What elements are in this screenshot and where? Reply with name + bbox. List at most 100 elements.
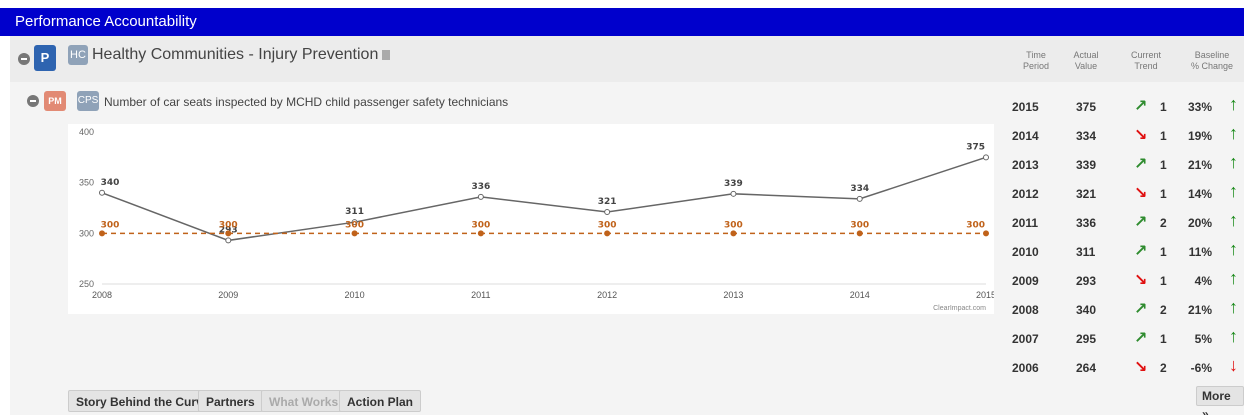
y-tick-label: 350	[79, 178, 94, 188]
target-data-label: 300	[471, 220, 490, 230]
value-cell: 293	[1076, 274, 1097, 288]
arrow-up-icon: ↑	[1229, 326, 1238, 346]
more-button[interactable]: More »	[1196, 386, 1244, 415]
table-row[interactable]: 2014 334 1 19% ↘ ↑	[1002, 121, 1242, 150]
col-header-line: Actual	[1073, 50, 1099, 60]
percent-change-cell: 4%	[1194, 274, 1212, 288]
data-point	[477, 193, 484, 200]
percent-change-cell: 19%	[1187, 129, 1212, 143]
target-data-label: 300	[850, 220, 869, 230]
tab-what-works: What Works	[261, 390, 347, 412]
percent-change-cell: 21%	[1187, 158, 1212, 172]
target-point	[99, 230, 105, 237]
trend-down-icon: ↘	[1134, 359, 1148, 376]
table-row[interactable]: 2015 375 1 33% ↗ ↑	[1002, 92, 1242, 121]
x-tick-label: 2009	[218, 290, 238, 300]
table-row[interactable]: 2006 264 2 -6% ↘ ↓	[1002, 353, 1242, 382]
data-point	[983, 154, 989, 161]
table-row[interactable]: 2012 321 1 14% ↘ ↑	[1002, 179, 1242, 208]
program-code-badge: HC	[68, 45, 88, 65]
col-header-line: Value	[1074, 61, 1098, 71]
arrow-up-icon: ↑	[1229, 268, 1238, 288]
trend-down-icon: ↘	[1134, 272, 1148, 289]
trend-count-cell: 1	[1160, 245, 1167, 259]
trend-count-cell: 1	[1160, 129, 1167, 143]
y-tick-label: 250	[79, 279, 94, 289]
col-header-time-period: Time Period	[1006, 50, 1066, 72]
table-row[interactable]: 2010 311 1 11% ↗ ↑	[1002, 237, 1242, 266]
target-point	[351, 230, 358, 237]
table-row[interactable]: 2008 340 2 21% ↗ ↑	[1002, 295, 1242, 324]
measure-title[interactable]: Number of car seats inspected by MCHD ch…	[104, 95, 509, 109]
year-cell: 2006	[1012, 361, 1039, 375]
trend-count-cell: 1	[1160, 187, 1167, 201]
table-row[interactable]: 2011 336 2 20% ↗ ↑	[1002, 208, 1242, 237]
data-label: 321	[598, 197, 617, 207]
target-point	[983, 230, 989, 237]
data-point	[604, 209, 611, 216]
collapse-program-button[interactable]	[18, 53, 30, 65]
collapse-measure-button[interactable]	[27, 95, 39, 107]
year-cell: 2014	[1012, 129, 1039, 143]
arrow-up-icon: ↑	[1229, 181, 1238, 201]
tab-story-behind-the-curve[interactable]: Story Behind the Curve	[68, 390, 218, 412]
percent-change-cell: -6%	[1190, 361, 1212, 375]
arrow-up-icon: ↑	[1229, 152, 1238, 172]
tab-action-plan[interactable]: Action Plan	[339, 390, 422, 412]
data-label: 311	[345, 207, 364, 217]
page-header: Performance Accountability	[0, 8, 1244, 36]
data-point	[351, 219, 358, 226]
program-row: P HC Healthy Communities - Injury Preven…	[10, 36, 1244, 82]
table-row[interactable]: 2013 339 1 21% ↗ ↑	[1002, 150, 1242, 179]
value-cell: 340	[1076, 303, 1097, 317]
arrow-up-icon: ↑	[1229, 210, 1238, 230]
year-cell: 2010	[1012, 245, 1039, 259]
arrow-up-icon: ↑	[1229, 297, 1238, 317]
target-data-label: 300	[345, 220, 364, 230]
trend-up-icon: ↗	[1134, 330, 1148, 347]
program-title[interactable]: Healthy Communities - Injury Prevention	[92, 46, 391, 64]
target-data-label: 300	[219, 220, 238, 230]
data-point	[730, 190, 737, 197]
measure-badge: PM	[44, 91, 66, 111]
x-tick-label: 2011	[471, 290, 490, 300]
value-cell: 311	[1076, 245, 1096, 259]
col-header-line: Current	[1130, 50, 1161, 60]
value-cell: 334	[1076, 129, 1097, 143]
trend-up-icon: ↗	[1134, 98, 1148, 115]
data-label: 339	[724, 179, 743, 189]
program-title-text[interactable]: Healthy Communities - Injury Prevention	[92, 46, 379, 63]
arrow-up-icon: ↑	[1229, 94, 1238, 114]
year-cell: 2009	[1012, 274, 1039, 288]
x-tick-label: 2010	[345, 290, 365, 300]
year-cell: 2007	[1012, 332, 1039, 346]
data-point	[99, 189, 105, 196]
y-tick-label: 300	[79, 228, 94, 238]
trend-up-icon: ↗	[1134, 243, 1148, 260]
value-cell: 375	[1076, 100, 1097, 114]
x-tick-label: 2015	[976, 290, 994, 300]
arrow-up-icon: ↑	[1229, 239, 1238, 259]
percent-change-cell: 33%	[1187, 100, 1212, 114]
col-header-line: % Change	[1190, 61, 1234, 71]
chart-svg: 250 300 350 400 2008 2009 2010 2011 2012 2013 2014…	[79, 127, 994, 312]
arrow-up-icon: ↑	[1229, 123, 1238, 143]
tab-partners[interactable]: Partners	[198, 390, 263, 412]
trend-down-icon: ↘	[1134, 185, 1148, 202]
document-icon[interactable]	[382, 49, 391, 60]
trend-up-icon: ↗	[1134, 156, 1148, 173]
percent-change-cell: 11%	[1188, 245, 1212, 259]
chart-credit: ClearImpact.com	[933, 305, 986, 312]
trend-count-cell: 1	[1160, 274, 1167, 288]
measure-code-badge: CPS	[77, 91, 99, 111]
data-point	[225, 237, 232, 244]
table-row[interactable]: 2009 293 1 4% ↘ ↑	[1002, 266, 1242, 295]
target-point	[730, 230, 737, 237]
percent-change-cell: 5%	[1194, 332, 1212, 346]
trend-count-cell: 1	[1160, 332, 1167, 346]
x-tick-label: 2008	[92, 290, 112, 300]
percent-change-cell: 21%	[1187, 303, 1212, 317]
table-row[interactable]: 2007 295 1 5% ↗ ↑	[1002, 324, 1242, 353]
target-data-label: 300	[724, 220, 743, 230]
program-panel: P HC Healthy Communities - Injury Preven…	[10, 36, 1244, 415]
